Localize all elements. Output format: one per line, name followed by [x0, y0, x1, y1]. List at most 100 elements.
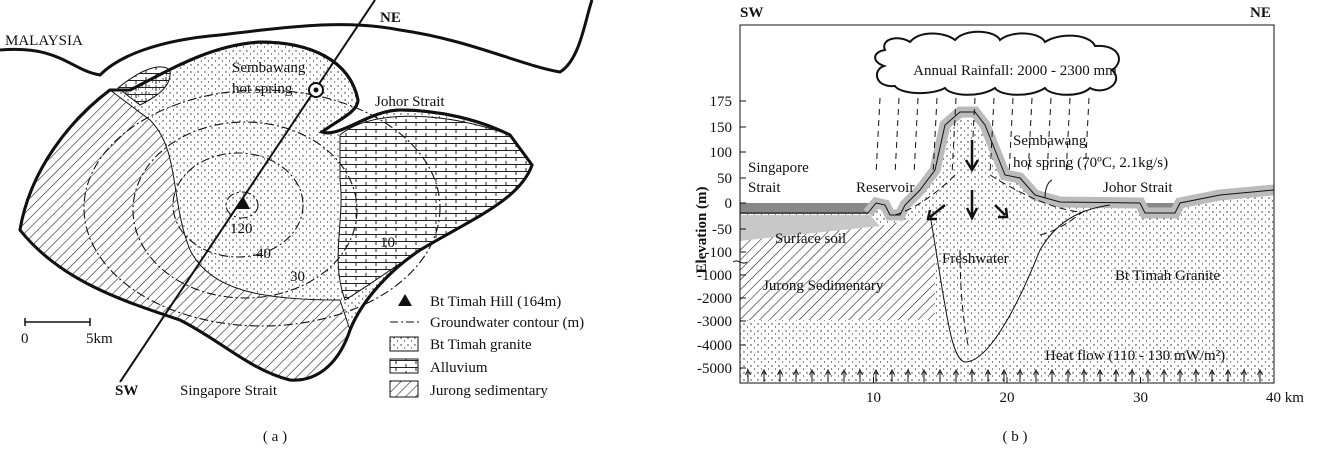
- legend-symbol: [389, 380, 419, 398]
- y-tick-label: -5000: [697, 361, 732, 377]
- rain: [1084, 97, 1090, 176]
- rain: [951, 97, 957, 176]
- heat-arrow: [1241, 368, 1247, 382]
- direction-label: SW: [115, 383, 138, 399]
- heat-arrow: [1001, 368, 1007, 382]
- flow-path: [1039, 209, 1086, 236]
- x-tick-label: 10: [866, 390, 881, 406]
- flow-path: [989, 174, 1081, 213]
- x-tick-label: 20: [1000, 390, 1015, 406]
- region-label: Singapore: [748, 160, 809, 176]
- heat-arrow: [1209, 368, 1215, 382]
- rain: [875, 97, 881, 176]
- contour-label: 40: [256, 246, 271, 262]
- region-label: Johor Strait: [1103, 180, 1173, 196]
- heat-arrow: [841, 368, 847, 382]
- direction-label: NE: [380, 10, 401, 26]
- flow-path: [894, 174, 956, 216]
- scale-label: 0: [21, 331, 29, 347]
- heat-arrow: [745, 368, 751, 382]
- rain: [1027, 97, 1033, 176]
- axis-break: [732, 260, 748, 264]
- region-label: Reservoir: [856, 180, 914, 196]
- freshwater-lens: [929, 204, 1111, 363]
- alluvium-area: [337, 115, 533, 301]
- caption: ( a ): [263, 429, 287, 445]
- heat-arrow: [873, 368, 879, 382]
- scale-bar: [24, 318, 91, 326]
- contour: [83, 89, 441, 327]
- y-tick-label: 50: [717, 171, 732, 187]
- flow-arrow: [965, 190, 979, 221]
- x-tick-label: 40 km: [1266, 390, 1304, 406]
- jurong-sedimentary: [740, 215, 935, 320]
- heat-arrow: [857, 368, 863, 382]
- spring-label: hot spring: [232, 81, 293, 97]
- heat-arrow: [761, 368, 767, 382]
- surface-soil: [740, 215, 880, 241]
- heat-arrow: [889, 368, 895, 382]
- rain: [913, 97, 919, 176]
- heat-arrow: [1161, 368, 1167, 382]
- legend-label: Jurong sedimentary: [430, 383, 548, 399]
- region-label: MALAYSIA: [5, 33, 83, 49]
- region-label: Jurong Sedimentary: [763, 278, 884, 294]
- flow-path: [959, 249, 969, 346]
- hill-marker: [236, 196, 250, 209]
- y-tick-label: -3000: [697, 314, 732, 330]
- heat-arrow: [809, 368, 815, 382]
- contour-label: 120: [230, 221, 253, 237]
- y-tick-label: -1000: [697, 268, 732, 284]
- direction-label: NE: [1250, 5, 1271, 21]
- rainfall-label: Annual Rainfall: 2000 - 2300 mm: [913, 63, 1117, 79]
- x-tick-label: 30: [1133, 390, 1148, 406]
- strait-label: Singapore Strait: [180, 383, 278, 399]
- section-line: [119, 0, 376, 383]
- rain: [1008, 97, 1014, 176]
- legend-symbol: [398, 294, 412, 306]
- legend-label: Alluvium: [430, 360, 488, 376]
- heat-arrow: [1129, 368, 1135, 382]
- coastline: [0, 0, 594, 77]
- heat-arrow: [1145, 368, 1151, 382]
- y-tick-label: -100: [705, 245, 733, 261]
- y-tick-label: 175: [710, 94, 733, 110]
- heat-arrow: [1033, 368, 1039, 382]
- spring-arrow: [1044, 179, 1053, 199]
- heat-arrow: [969, 368, 975, 382]
- y-tick-label: -2000: [697, 291, 732, 307]
- heat-arrow: [825, 368, 831, 382]
- y-tick-label: 0: [725, 196, 733, 212]
- flow-arrow: [994, 204, 1009, 219]
- heat-arrow: [1225, 368, 1231, 382]
- spring-label: Sembawang: [232, 60, 306, 76]
- heat-arrow: [1177, 368, 1183, 382]
- panel-a: MALAYSIA NE SW Sembawang hot spring Joho…: [0, 0, 594, 445]
- heat-arrow: [1017, 368, 1023, 382]
- heat-arrow: [1065, 368, 1071, 382]
- flow-arrow: [926, 204, 946, 221]
- heat-arrow: [953, 368, 959, 382]
- heat-arrow: [905, 368, 911, 382]
- heat-arrow: [1081, 368, 1087, 382]
- region-label: Surface soil: [775, 231, 846, 247]
- contour: [225, 191, 259, 219]
- legend-label: Groundwater contour (m): [430, 315, 584, 331]
- rain: [894, 97, 900, 176]
- contour: [132, 121, 358, 299]
- heat-arrow: [1257, 368, 1263, 382]
- flow-paths: [894, 174, 1086, 346]
- contour: [172, 152, 304, 258]
- region-label: Heat flow (110 - 130 mW/m²): [1045, 348, 1225, 364]
- heat-arrow: [921, 368, 927, 382]
- region-label: Freshwater: [942, 251, 1009, 267]
- legend-symbol: [389, 336, 419, 352]
- contours: [83, 89, 441, 327]
- rain: [970, 97, 976, 176]
- heat-arrow: [777, 368, 783, 382]
- island-outline: [18, 40, 534, 382]
- contour-label: 30: [290, 269, 305, 285]
- legend-symbol: [389, 358, 419, 374]
- region-label: Strait: [748, 180, 781, 196]
